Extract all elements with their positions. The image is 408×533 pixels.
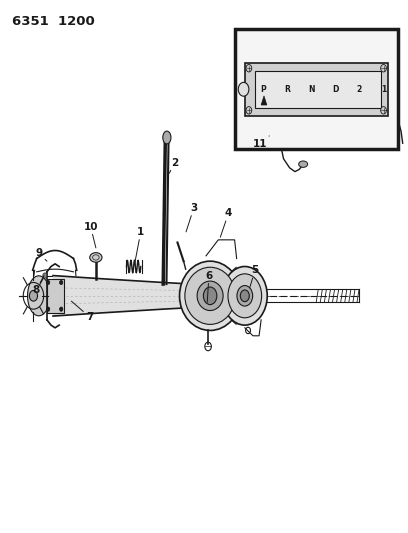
Ellipse shape xyxy=(185,267,235,325)
Ellipse shape xyxy=(197,281,223,311)
Circle shape xyxy=(29,290,38,301)
Text: 2: 2 xyxy=(357,85,362,94)
Text: R: R xyxy=(284,85,290,94)
Circle shape xyxy=(381,107,386,114)
Circle shape xyxy=(246,107,252,114)
Circle shape xyxy=(238,83,249,96)
Ellipse shape xyxy=(299,161,308,167)
Circle shape xyxy=(60,280,63,285)
FancyBboxPatch shape xyxy=(235,29,398,149)
Text: 4: 4 xyxy=(220,208,232,237)
Text: 10: 10 xyxy=(83,222,98,248)
FancyBboxPatch shape xyxy=(245,63,388,116)
Text: 5: 5 xyxy=(250,265,259,288)
Text: 1: 1 xyxy=(381,85,386,94)
Circle shape xyxy=(246,64,252,72)
Ellipse shape xyxy=(222,266,267,325)
Polygon shape xyxy=(261,96,267,105)
Circle shape xyxy=(47,307,50,311)
Text: 6: 6 xyxy=(205,271,213,302)
Ellipse shape xyxy=(180,261,241,330)
Text: 3: 3 xyxy=(186,203,197,232)
Text: 9: 9 xyxy=(35,248,47,261)
Circle shape xyxy=(203,287,217,305)
Circle shape xyxy=(240,290,249,302)
Text: 11: 11 xyxy=(253,136,269,149)
Text: 8: 8 xyxy=(32,276,44,295)
Circle shape xyxy=(381,64,386,72)
Circle shape xyxy=(60,307,63,311)
Text: P: P xyxy=(260,85,266,94)
Text: 7: 7 xyxy=(71,301,93,322)
Ellipse shape xyxy=(228,274,262,318)
Text: 6351  1200: 6351 1200 xyxy=(12,15,95,28)
Circle shape xyxy=(47,280,50,285)
Text: 2: 2 xyxy=(169,158,178,173)
Ellipse shape xyxy=(27,276,50,316)
Polygon shape xyxy=(53,276,212,316)
Text: 1: 1 xyxy=(135,227,144,264)
Text: D: D xyxy=(332,85,339,94)
Circle shape xyxy=(43,273,47,278)
FancyBboxPatch shape xyxy=(47,279,64,313)
Ellipse shape xyxy=(163,131,171,144)
Ellipse shape xyxy=(90,253,102,262)
FancyBboxPatch shape xyxy=(255,71,381,108)
Ellipse shape xyxy=(237,286,253,306)
Text: N: N xyxy=(308,85,315,94)
